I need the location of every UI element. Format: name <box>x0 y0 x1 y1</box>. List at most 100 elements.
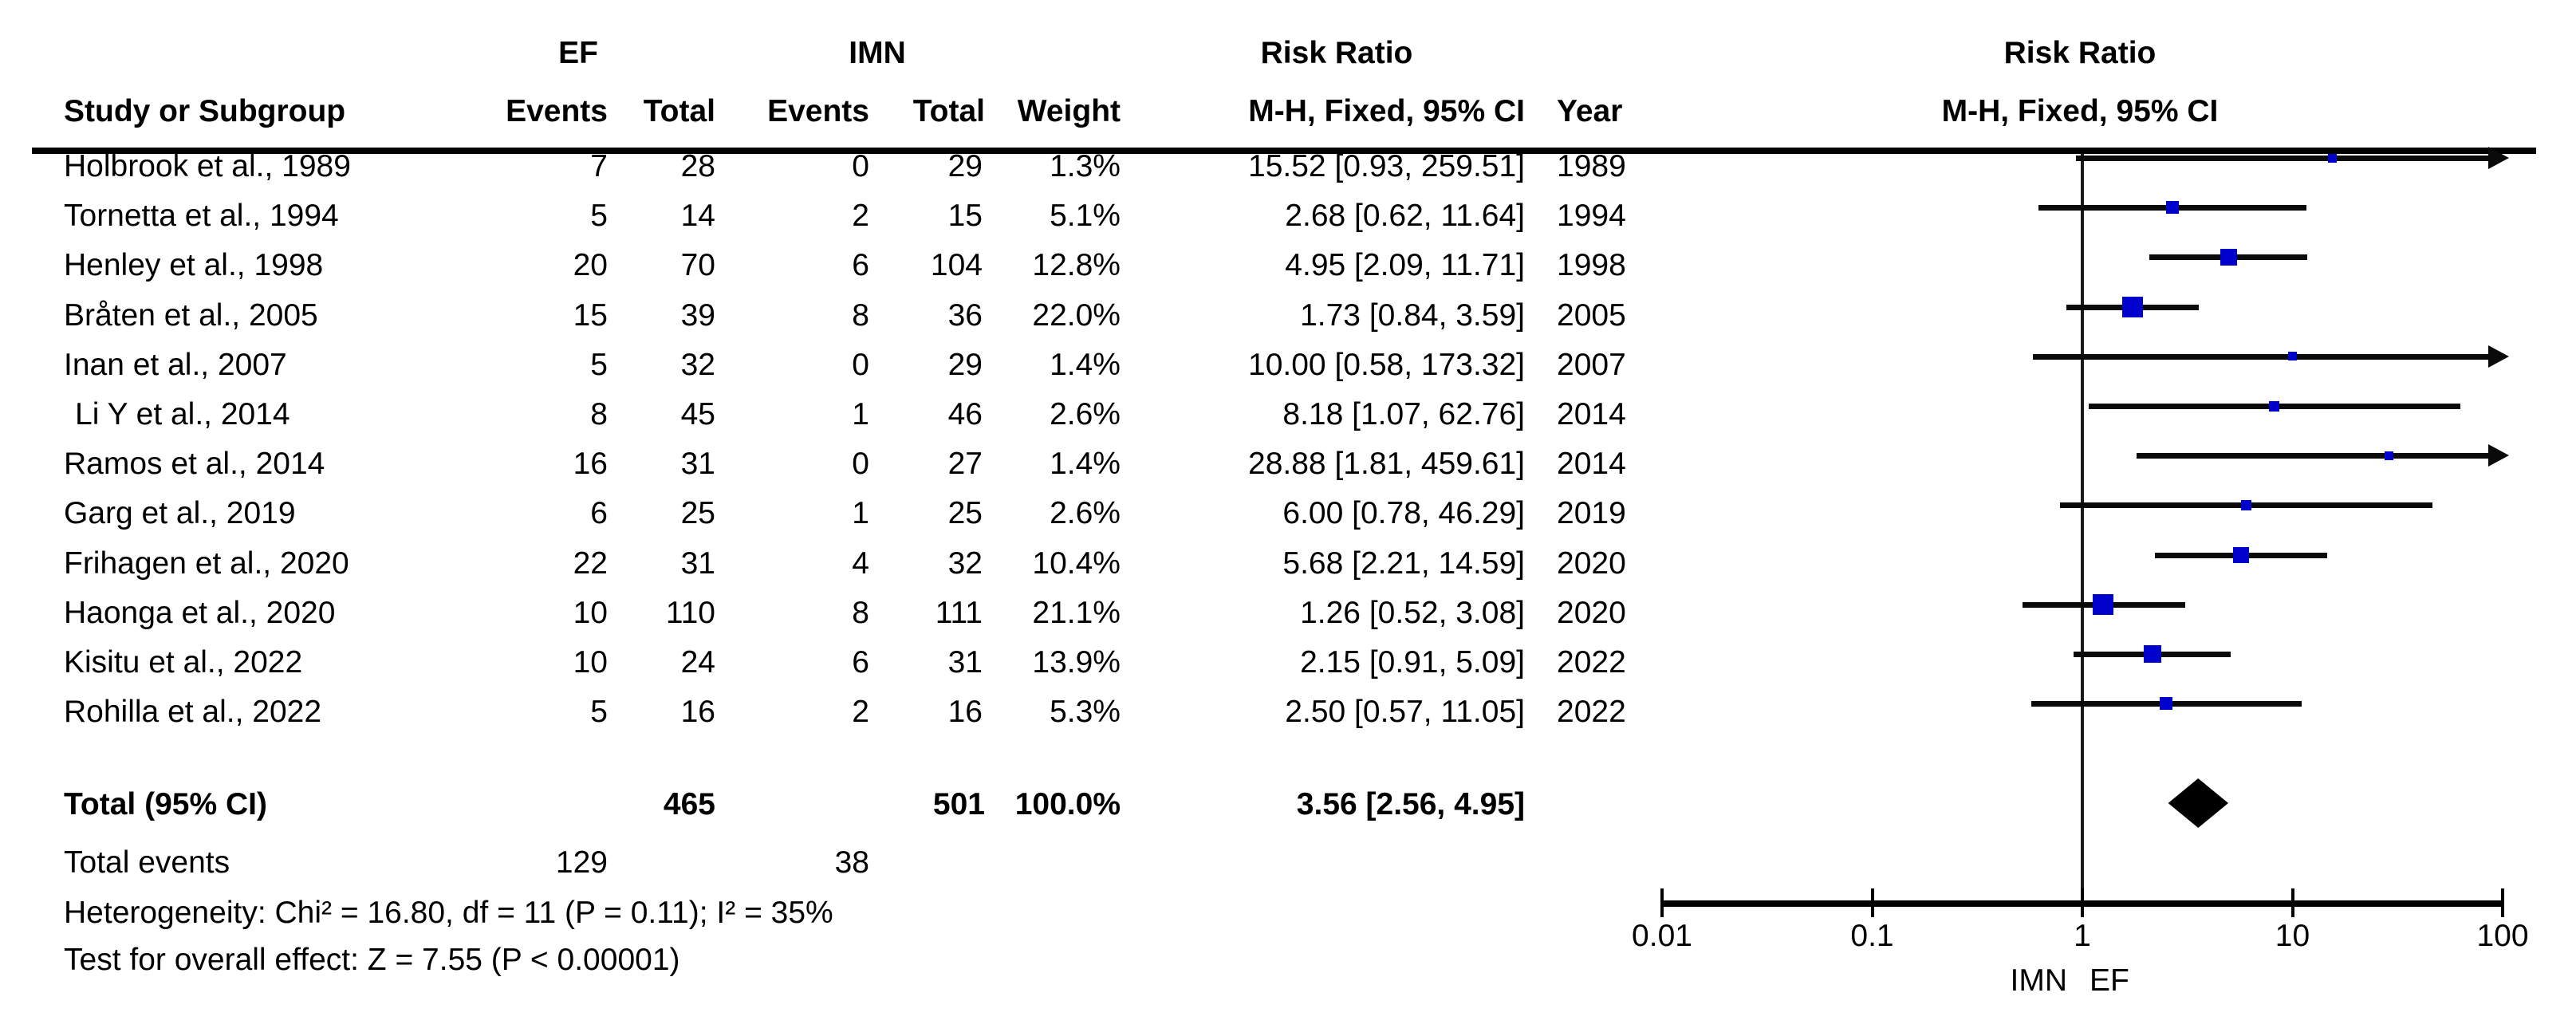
ef-events-cell: 16 <box>573 447 608 482</box>
weight-cell: 22.0% <box>1032 297 1121 333</box>
weight-cell: 2.6% <box>1050 397 1121 431</box>
imn-events-cell: 0 <box>852 149 869 183</box>
study-name: Inan et al., 2007 <box>64 347 287 382</box>
group-header-imn: IMN <box>849 36 906 70</box>
imn-total-cell: 111 <box>935 595 983 630</box>
ef-total-cell: 70 <box>680 248 715 283</box>
weight-cell: 2.6% <box>1050 496 1121 531</box>
imn-events-cell: 6 <box>852 645 869 680</box>
imn-total-cell: 32 <box>947 546 983 581</box>
total-events-ef: 129 <box>555 845 608 880</box>
rr-ci-cell: 2.15 [0.91, 5.09] <box>1300 645 1525 680</box>
study-name: Holbrook et al., 1989 <box>64 149 351 183</box>
ef-events-cell: 5 <box>590 695 608 730</box>
effect-square <box>2144 645 2161 663</box>
year-cell: 2005 <box>1557 297 1626 333</box>
weight-cell: 1.4% <box>1050 347 1121 382</box>
ef-total-cell: 39 <box>680 297 715 333</box>
rr-ci-cell: 2.50 [0.57, 11.05] <box>1285 695 1525 730</box>
col-header-ef-total: Total <box>643 94 715 128</box>
heterogeneity-text: Heterogeneity: Chi² = 16.80, df = 11 (P … <box>64 896 833 930</box>
imn-events-cell: 1 <box>852 496 869 531</box>
x-axis-tick-label: 0.1 <box>1850 919 1894 953</box>
imn-total-cell: 31 <box>947 645 983 680</box>
year-cell: 1989 <box>1557 149 1626 183</box>
ci-arrow-right <box>2488 147 2509 169</box>
ef-events-cell: 8 <box>590 397 608 431</box>
ef-events-cell: 22 <box>573 546 608 581</box>
study-name: Garg et al., 2019 <box>64 496 296 531</box>
ef-total-cell: 16 <box>680 695 715 730</box>
rr-ci-cell: 2.68 [0.62, 11.64] <box>1285 199 1525 234</box>
rr-ci-cell: 15.52 [0.93, 259.51] <box>1248 149 1525 183</box>
total-ef-total: 465 <box>663 787 715 821</box>
imn-events-cell: 4 <box>852 546 869 581</box>
imn-total-cell: 15 <box>947 199 983 234</box>
imn-events-cell: 2 <box>852 199 869 234</box>
col-header-imn-total: Total <box>912 94 985 128</box>
col-header-imn-events: Events <box>767 94 869 128</box>
col-header-ef-events: Events <box>506 94 608 128</box>
weight-cell: 1.4% <box>1050 447 1121 482</box>
ef-total-cell: 31 <box>680 546 715 581</box>
study-name: Kisitu et al., 2022 <box>64 645 303 680</box>
col-header-mh-fixed-ci: M-H, Fixed, 95% CI <box>1248 94 1525 128</box>
ci-arrow-right <box>2488 444 2509 467</box>
year-cell: 2007 <box>1557 347 1626 382</box>
imn-total-cell: 46 <box>947 397 983 431</box>
ci-arrow-right <box>2488 345 2509 368</box>
rr-ci-cell: 4.95 [2.09, 11.71] <box>1285 248 1525 283</box>
ef-total-cell: 24 <box>680 645 715 680</box>
col-header-study: Study or Subgroup <box>64 94 346 128</box>
ef-total-cell: 28 <box>680 149 715 183</box>
effect-square <box>2328 154 2337 163</box>
ci-line <box>2032 353 2488 360</box>
x-axis-tick-label: 10 <box>2275 919 2310 953</box>
imn-events-cell: 0 <box>852 347 869 382</box>
imn-total-cell: 29 <box>947 347 983 382</box>
rr-ci-cell: 6.00 [0.78, 46.29] <box>1282 496 1525 531</box>
rr-ci-cell: 1.73 [0.84, 3.59] <box>1300 297 1525 333</box>
study-name: Henley et al., 1998 <box>64 248 324 283</box>
year-cell: 1994 <box>1557 199 1626 234</box>
x-axis-tick <box>1870 888 1874 917</box>
favours-right-label: EF <box>2090 963 2129 998</box>
study-name: Ramos et al., 2014 <box>64 447 325 482</box>
year-cell: 2022 <box>1557 645 1626 680</box>
study-name: Bråten et al., 2005 <box>64 297 318 333</box>
total-rr-ci: 3.56 [2.56, 4.95] <box>1296 787 1525 821</box>
year-cell: 2020 <box>1557 546 1626 581</box>
group-header-risk-ratio-left: Risk Ratio <box>1260 36 1413 70</box>
effect-square <box>2288 352 2297 360</box>
imn-total-cell: 27 <box>947 447 983 482</box>
imn-events-cell: 1 <box>852 397 869 431</box>
col-header-mh-fixed-ci-right: M-H, Fixed, 95% CI <box>1941 94 2219 128</box>
rr-ci-cell: 8.18 [1.07, 62.76] <box>1282 397 1525 431</box>
ef-events-cell: 6 <box>590 496 608 531</box>
ef-events-cell: 10 <box>573 645 608 680</box>
year-cell: 2020 <box>1557 595 1626 630</box>
no-effect-line <box>2081 154 2084 907</box>
pooled-effect-diamond <box>2168 778 2229 828</box>
header-separator-line <box>32 148 2536 154</box>
weight-cell: 12.8% <box>1032 248 1121 283</box>
effect-square <box>2093 594 2113 615</box>
total-imn-total: 501 <box>932 787 985 821</box>
ci-line <box>2136 453 2488 459</box>
ef-total-cell: 45 <box>680 397 715 431</box>
x-axis-tick <box>2081 888 2084 917</box>
ef-total-cell: 14 <box>680 199 715 234</box>
imn-total-cell: 36 <box>947 297 983 333</box>
ci-line <box>2075 156 2488 161</box>
study-name: Tornetta et al., 1994 <box>64 199 339 234</box>
ef-events-cell: 15 <box>573 297 608 333</box>
year-cell: 2014 <box>1557 397 1626 431</box>
ef-events-cell: 7 <box>590 149 608 183</box>
effect-square <box>2166 201 2179 214</box>
total-events-imn: 38 <box>834 845 869 880</box>
weight-cell: 1.3% <box>1050 149 1121 183</box>
effect-square <box>2385 451 2393 460</box>
imn-total-cell: 16 <box>947 695 983 730</box>
year-cell: 1998 <box>1557 248 1626 283</box>
